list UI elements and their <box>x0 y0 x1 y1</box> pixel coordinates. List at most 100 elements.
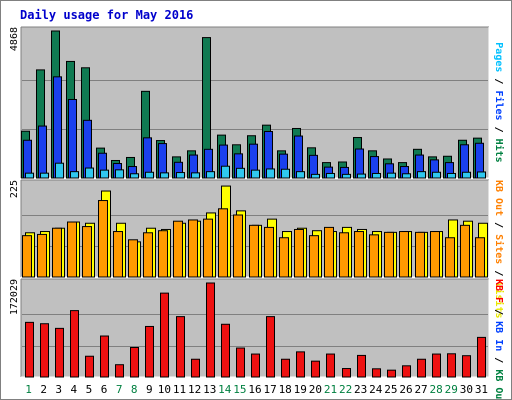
day-group-29 <box>443 155 456 179</box>
day-group-5 <box>85 355 94 378</box>
bar-pages <box>477 171 486 179</box>
legend-requests: Pages / Files / Hits <box>493 42 505 162</box>
day-group-21 <box>322 162 335 179</box>
day-group-19 <box>294 227 307 278</box>
day-group-8 <box>128 239 141 278</box>
day-group-31 <box>477 336 486 378</box>
bar-sites <box>98 200 108 278</box>
day-group-28 <box>428 156 441 179</box>
bar-sites <box>82 226 92 278</box>
day-group-23 <box>357 354 366 378</box>
day-group-21 <box>326 353 335 378</box>
bar-kb-f <box>100 335 109 378</box>
x-tick-label: 29 <box>445 383 458 396</box>
bar-pages <box>372 172 381 179</box>
bar-pages <box>25 172 34 179</box>
bar-sites <box>203 218 213 278</box>
day-group-30 <box>462 355 471 378</box>
day-group-23 <box>354 228 367 278</box>
bar-sites <box>309 235 319 278</box>
legend-item: KB Out <box>493 369 504 400</box>
day-group-22 <box>338 161 351 179</box>
day-group-14 <box>218 185 231 278</box>
day-group-24 <box>372 368 381 378</box>
bar-sites <box>143 232 153 278</box>
day-group-11 <box>176 316 185 378</box>
day-group-28 <box>430 231 443 278</box>
panel-requests: 4868 Pages / Files / Hits <box>9 26 505 179</box>
x-tick-label: 14 <box>218 383 232 396</box>
bar-sites <box>324 226 334 278</box>
bar-kb-f <box>25 321 34 378</box>
bar-pages <box>387 172 396 179</box>
day-group-9 <box>143 227 156 278</box>
bar-sites <box>113 231 123 278</box>
bar-sites <box>384 231 394 278</box>
legend-item: Files <box>493 90 505 120</box>
x-tick-label: 28 <box>430 383 443 396</box>
bar-kb-f <box>176 316 185 378</box>
day-group-23 <box>353 137 366 179</box>
bar-kb-f <box>477 336 486 378</box>
x-tick-label: 4 <box>71 383 78 396</box>
bar-kb-f <box>40 323 49 378</box>
bar-sites <box>264 226 274 278</box>
day-group-25 <box>387 369 396 378</box>
bar-pages <box>130 173 139 179</box>
bar-pages <box>70 171 79 179</box>
day-group-30 <box>458 139 471 179</box>
bar-pages <box>432 171 441 179</box>
day-group-13 <box>206 282 215 378</box>
x-tick-label: 15 <box>233 383 246 396</box>
bar-sites <box>67 221 77 278</box>
legend-item: Pages <box>493 42 504 72</box>
x-tick-label: 20 <box>309 383 322 396</box>
bar-kb-f <box>160 292 169 378</box>
bar-kb-f <box>115 364 124 378</box>
day-group-3 <box>51 30 64 179</box>
bar-kb-f <box>357 354 366 378</box>
x-tick-label: 5 <box>86 383 93 396</box>
bar-pages <box>296 171 305 179</box>
day-group-7 <box>113 222 126 278</box>
bars-visits-sites <box>22 185 488 278</box>
bar-kb-f <box>447 353 456 378</box>
day-group-18 <box>277 150 290 179</box>
x-tick-label: 19 <box>294 383 307 396</box>
day-group-20 <box>307 147 320 179</box>
day-group-14 <box>217 134 230 179</box>
day-group-11 <box>173 220 186 278</box>
day-group-22 <box>339 226 352 278</box>
x-tick-label: 11 <box>173 383 186 396</box>
day-group-1 <box>25 321 34 378</box>
bar-kb-f <box>402 365 411 378</box>
bars-traffic <box>25 282 486 378</box>
day-group-31 <box>473 137 486 179</box>
bar-pages <box>160 172 169 179</box>
bar-kb-f <box>85 355 94 378</box>
bar-pages <box>115 169 124 179</box>
bar-kb-f <box>206 282 215 378</box>
legend-item: KB In <box>493 321 504 351</box>
x-tick-label: 13 <box>203 383 216 396</box>
legend-item: / <box>493 72 504 90</box>
day-group-19 <box>292 127 305 179</box>
bar-pages <box>251 169 260 179</box>
day-group-27 <box>417 358 426 378</box>
bar-pages <box>326 172 335 179</box>
bar-kb-f <box>266 316 275 378</box>
x-axis-labels: 1 2 3 4 5 6 7 8 9 10 11 12 13 14 15 16 17 18 19 20 21 22 23 24 2… <box>25 383 488 396</box>
bar-sites <box>445 237 455 278</box>
bar-kb-f <box>387 369 396 378</box>
day-group-31 <box>475 222 488 278</box>
bar-kb-f <box>221 323 230 378</box>
day-group-1 <box>22 232 35 278</box>
bar-pages <box>221 165 230 179</box>
day-group-13 <box>202 37 215 179</box>
bar-pages <box>100 169 109 179</box>
bar-files <box>23 139 32 179</box>
x-tick-label: 16 <box>248 383 261 396</box>
legend-item: / <box>493 216 504 234</box>
bar-sites <box>294 228 304 278</box>
